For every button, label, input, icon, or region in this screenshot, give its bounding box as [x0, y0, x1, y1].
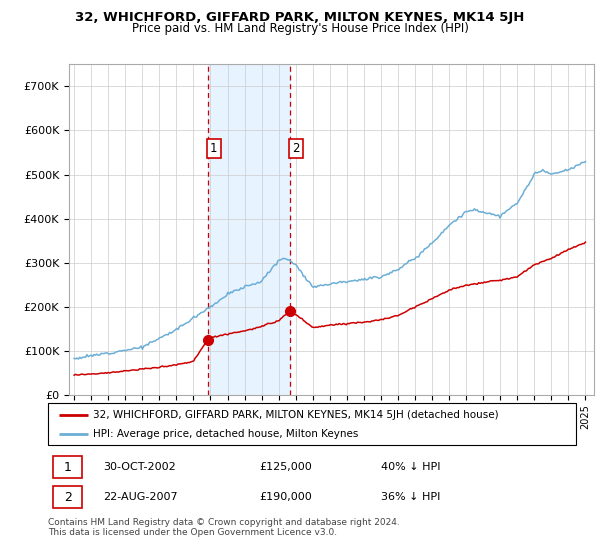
- FancyBboxPatch shape: [53, 456, 82, 478]
- Text: 2: 2: [64, 491, 72, 504]
- Text: Contains HM Land Registry data © Crown copyright and database right 2024.
This d: Contains HM Land Registry data © Crown c…: [48, 518, 400, 538]
- Text: £125,000: £125,000: [259, 462, 312, 472]
- Text: 40% ↓ HPI: 40% ↓ HPI: [380, 462, 440, 472]
- FancyBboxPatch shape: [48, 403, 576, 445]
- Text: 1: 1: [64, 460, 72, 474]
- Text: HPI: Average price, detached house, Milton Keynes: HPI: Average price, detached house, Milt…: [93, 429, 358, 439]
- Text: Price paid vs. HM Land Registry's House Price Index (HPI): Price paid vs. HM Land Registry's House …: [131, 22, 469, 35]
- Text: 1: 1: [210, 142, 218, 155]
- Text: 22-AUG-2007: 22-AUG-2007: [103, 492, 178, 502]
- Bar: [208, 64, 290, 395]
- Text: 32, WHICHFORD, GIFFARD PARK, MILTON KEYNES, MK14 5JH (detached house): 32, WHICHFORD, GIFFARD PARK, MILTON KEYN…: [93, 409, 499, 419]
- Text: 32, WHICHFORD, GIFFARD PARK, MILTON KEYNES, MK14 5JH: 32, WHICHFORD, GIFFARD PARK, MILTON KEYN…: [76, 11, 524, 24]
- Text: 2: 2: [292, 142, 299, 155]
- Text: 36% ↓ HPI: 36% ↓ HPI: [380, 492, 440, 502]
- FancyBboxPatch shape: [53, 487, 82, 508]
- Text: 30-OCT-2002: 30-OCT-2002: [103, 462, 176, 472]
- Text: £190,000: £190,000: [259, 492, 312, 502]
